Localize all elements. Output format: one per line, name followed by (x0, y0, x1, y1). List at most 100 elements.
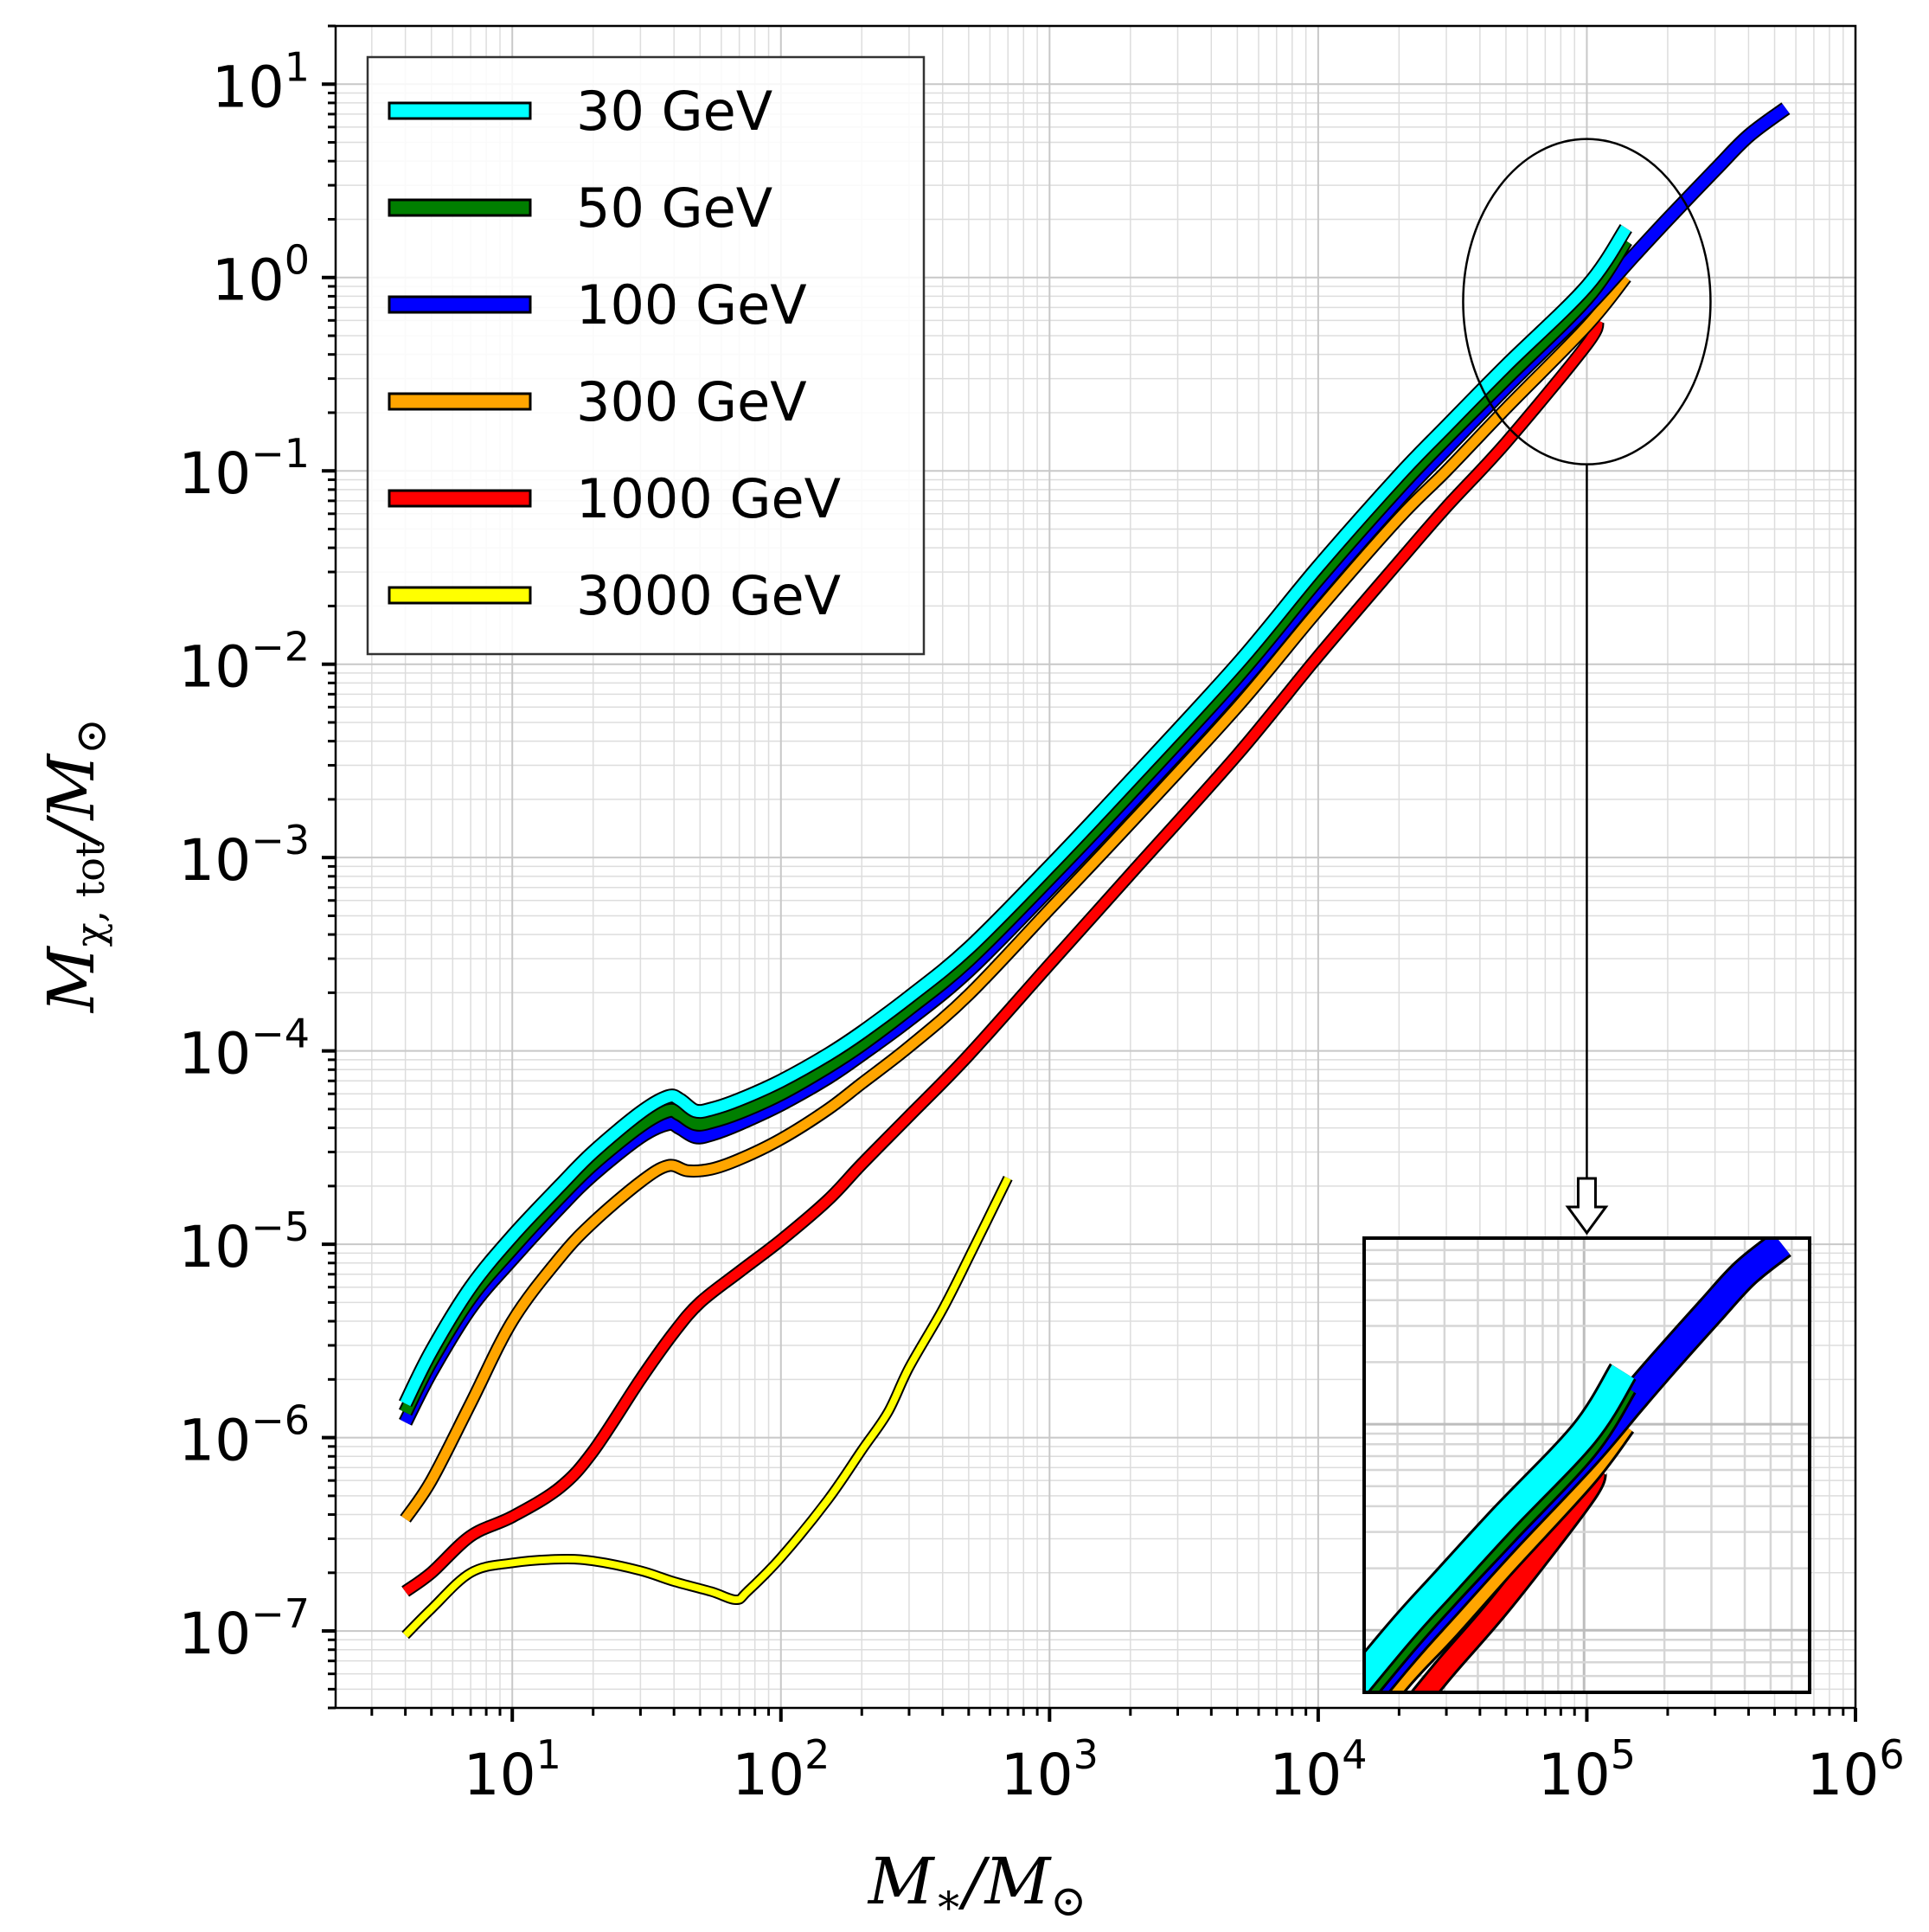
y-tick-label-exponent: −1 (251, 430, 310, 477)
y-tick-label-base: 10 (212, 247, 285, 314)
x-axis-title-sub: ∗ (934, 1874, 964, 1924)
series-layer (398, 102, 1791, 1640)
y-tick-label: 10−6 (178, 1397, 310, 1474)
x-axis-title-main2: M (984, 1845, 1053, 1919)
x-tick-label: 102 (732, 1731, 830, 1808)
series-line-1000-gev (402, 318, 1603, 1595)
x-axis-title-sep: / (958, 1845, 990, 1919)
inset-series (1364, 1238, 1791, 1692)
inset-series-line-30-gev (1364, 1364, 1635, 1692)
legend-label: 50 GeV (576, 177, 772, 240)
y-tick-label-base: 10 (178, 440, 251, 507)
y-tick-label: 10−2 (178, 624, 310, 701)
x-axis-tick-labels: 101 102 103 104 105 106 (464, 1731, 1905, 1808)
series-300-gev (400, 273, 1631, 1523)
legend-item-3000-gev: 3000 GeV (388, 564, 841, 627)
legend-label: 100 GeV (576, 273, 807, 337)
x-tick-label-base: 10 (1269, 1742, 1342, 1808)
y-axis-title-main2: M (35, 753, 109, 822)
y-tick-label-exponent: −6 (251, 1397, 310, 1444)
y-tick-label: 100 (212, 237, 310, 314)
zoom-arrow-head (1565, 1177, 1609, 1236)
x-tick-label: 101 (464, 1731, 561, 1808)
x-tick-label-exponent: 2 (804, 1731, 830, 1778)
series-line-300-gev (401, 274, 1631, 1522)
y-tick-label-base: 10 (178, 634, 251, 701)
x-tick-label-exponent: 4 (1342, 1731, 1367, 1778)
y-tick-label-base: 10 (178, 1601, 251, 1667)
inset-series-30-gev (1364, 1363, 1637, 1692)
legend-swatch (388, 295, 532, 314)
x-tick-label-base: 10 (1001, 1742, 1073, 1808)
y-tick-label: 10−5 (178, 1203, 310, 1281)
y-tick-label-base: 10 (178, 1214, 251, 1281)
y-axis-title-sub: χ, tot (67, 841, 113, 947)
series-line-3000-gev (402, 1176, 1011, 1638)
x-tick-label-base: 10 (1538, 1742, 1611, 1808)
legend-frame (366, 55, 926, 656)
y-tick-label: 10−7 (178, 1590, 310, 1667)
y-tick-label-base: 10 (178, 1021, 251, 1088)
annotation-layer (1462, 138, 1712, 1236)
legend: 30 GeV 50 GeV 100 GeV 300 GeV 1000 GeV 3000 G… (366, 55, 926, 656)
x-tick-label: 104 (1269, 1731, 1367, 1808)
legend-label: 3000 GeV (576, 564, 841, 627)
y-axis-ticks (322, 24, 336, 1710)
x-tick-label-base: 10 (1806, 1742, 1879, 1808)
legend-label: 1000 GeV (576, 467, 841, 530)
y-axis-title-main: M (35, 945, 109, 1014)
x-tick-label-base: 10 (732, 1742, 804, 1808)
x-tick-label-base: 10 (464, 1742, 536, 1808)
legend-item-100-gev: 100 GeV (388, 273, 807, 337)
y-tick-label-exponent: −7 (251, 1590, 310, 1637)
y-axis-title-sep: / (35, 815, 109, 847)
y-tick-label: 10−3 (178, 817, 310, 894)
y-tick-label: 101 (212, 43, 310, 120)
y-tick-label-exponent: −5 (251, 1203, 310, 1250)
legend-item-50-gev: 50 GeV (388, 177, 772, 240)
x-tick-label: 105 (1538, 1731, 1636, 1808)
series-30-gev (398, 223, 1632, 1407)
y-tick-label: 10−1 (178, 430, 310, 507)
y-tick-label-exponent: 1 (285, 43, 310, 90)
legend-label: 30 GeV (576, 80, 772, 143)
x-tick-label-exponent: 5 (1611, 1731, 1636, 1778)
series-line-30-gev (400, 225, 1631, 1407)
y-tick-label-base: 10 (178, 827, 251, 894)
inset-panel (1362, 1236, 1811, 1694)
legend-label: 300 GeV (576, 370, 807, 433)
x-axis-title-main: M (867, 1845, 936, 1919)
series-1000-gev (401, 318, 1605, 1597)
y-axis-title-sub2: ⊙ (66, 718, 116, 754)
inset-frame (1362, 1236, 1811, 1694)
legend-swatch (388, 489, 532, 508)
y-tick-label-base: 10 (178, 1408, 251, 1474)
x-tick-label-exponent: 6 (1879, 1731, 1904, 1778)
y-tick-label-exponent: 0 (285, 237, 310, 284)
y-tick-label-base: 10 (212, 54, 285, 120)
series-50-gev (398, 236, 1632, 1416)
x-tick-label-exponent: 3 (1073, 1731, 1099, 1778)
y-tick-label-exponent: −2 (251, 624, 310, 671)
y-tick-label: 10−4 (178, 1011, 310, 1088)
series-line-50-gev (400, 237, 1631, 1415)
legend-swatch (388, 586, 532, 605)
x-axis-title-sub2: ⊙ (1050, 1876, 1086, 1926)
y-tick-label-exponent: −3 (251, 817, 310, 863)
y-tick-label-exponent: −4 (251, 1011, 310, 1057)
x-axis-title: M∗/M⊙ (867, 1845, 1086, 1926)
legend-swatch (388, 392, 532, 411)
x-tick-label-exponent: 1 (536, 1731, 561, 1778)
legend-swatch (388, 198, 532, 217)
series-3000-gev (401, 1175, 1013, 1640)
legend-item-30-gev: 30 GeV (388, 80, 772, 143)
legend-item-1000-gev: 1000 GeV (388, 467, 841, 530)
x-tick-label: 103 (1001, 1731, 1099, 1808)
x-axis-ticks (370, 1708, 1857, 1722)
legend-swatch (388, 101, 532, 120)
y-axis-title: Mχ, tot/M⊙ (35, 718, 116, 1014)
legend-item-300-gev: 300 GeV (388, 370, 807, 433)
x-tick-label: 106 (1806, 1731, 1904, 1808)
